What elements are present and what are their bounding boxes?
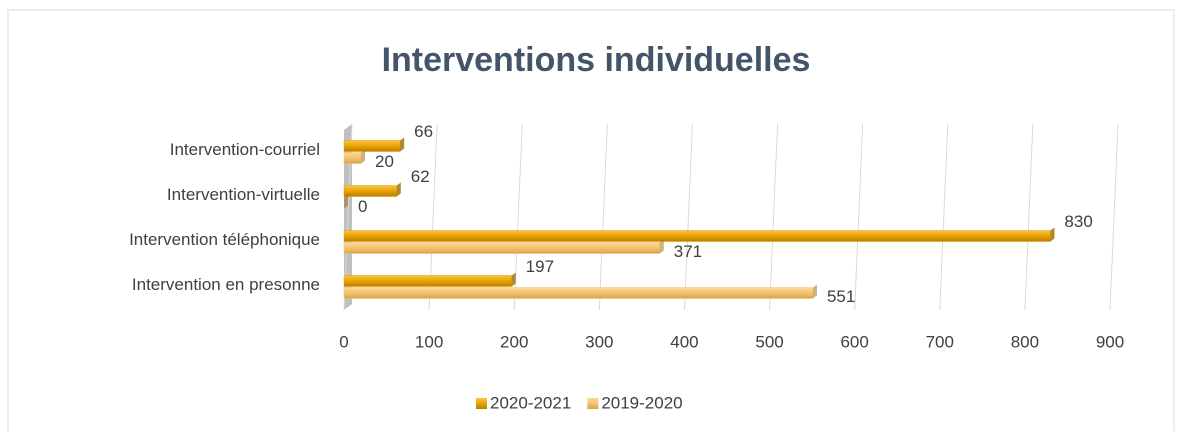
y-tick-label: Intervention-virtuelle	[167, 185, 320, 204]
grid-line	[854, 123, 864, 311]
x-tick-label: 100	[415, 332, 443, 351]
bar	[343, 185, 398, 197]
grid-line	[683, 123, 693, 311]
bar	[343, 242, 661, 254]
bar-cap	[396, 182, 401, 197]
x-tick-label: 200	[500, 332, 528, 351]
legend-label: 2020-2021	[490, 393, 571, 412]
y-tick-label: Intervention en presonne	[132, 275, 320, 294]
data-label: 197	[526, 257, 554, 276]
y-tick-label: Intervention-courriel	[170, 140, 320, 159]
grid-line	[1024, 123, 1034, 311]
data-label: 20	[375, 152, 394, 171]
data-label: 62	[411, 167, 430, 186]
legend-label: 2019-2020	[601, 393, 682, 412]
bar-cap	[511, 272, 516, 287]
bar	[343, 140, 401, 152]
grid-line	[598, 123, 608, 311]
grid-line	[939, 123, 949, 311]
grid-line	[1109, 123, 1119, 311]
x-tick-label: 300	[585, 332, 613, 351]
bar-cap	[361, 149, 366, 164]
legend-swatch	[476, 398, 487, 409]
x-tick-label: 400	[670, 332, 698, 351]
x-tick-label: 800	[1011, 332, 1039, 351]
bar-cap	[812, 284, 817, 299]
y-tick-label: Intervention téléphonique	[129, 230, 320, 249]
bar	[343, 152, 362, 164]
bar	[343, 275, 512, 287]
grid-line	[769, 123, 779, 311]
data-label: 0	[358, 197, 367, 216]
x-tick-label: 500	[755, 332, 783, 351]
data-label: 371	[674, 242, 702, 261]
x-tick-label: 600	[840, 332, 868, 351]
bar	[343, 287, 814, 299]
bar-cap	[400, 137, 405, 152]
data-label: 66	[414, 122, 433, 141]
bar-cap	[1050, 227, 1055, 242]
bar-cap	[659, 239, 664, 254]
chart-title: Interventions individuelles	[382, 41, 811, 79]
bar	[343, 230, 1051, 242]
x-tick-label: 700	[926, 332, 954, 351]
x-tick-label: 0	[339, 332, 348, 351]
data-label: 830	[1064, 212, 1092, 231]
x-tick-label: 900	[1096, 332, 1124, 351]
bar-cap	[344, 194, 348, 209]
data-label: 551	[827, 287, 855, 306]
chart-frame	[7, 9, 1175, 436]
legend-swatch	[587, 398, 599, 409]
